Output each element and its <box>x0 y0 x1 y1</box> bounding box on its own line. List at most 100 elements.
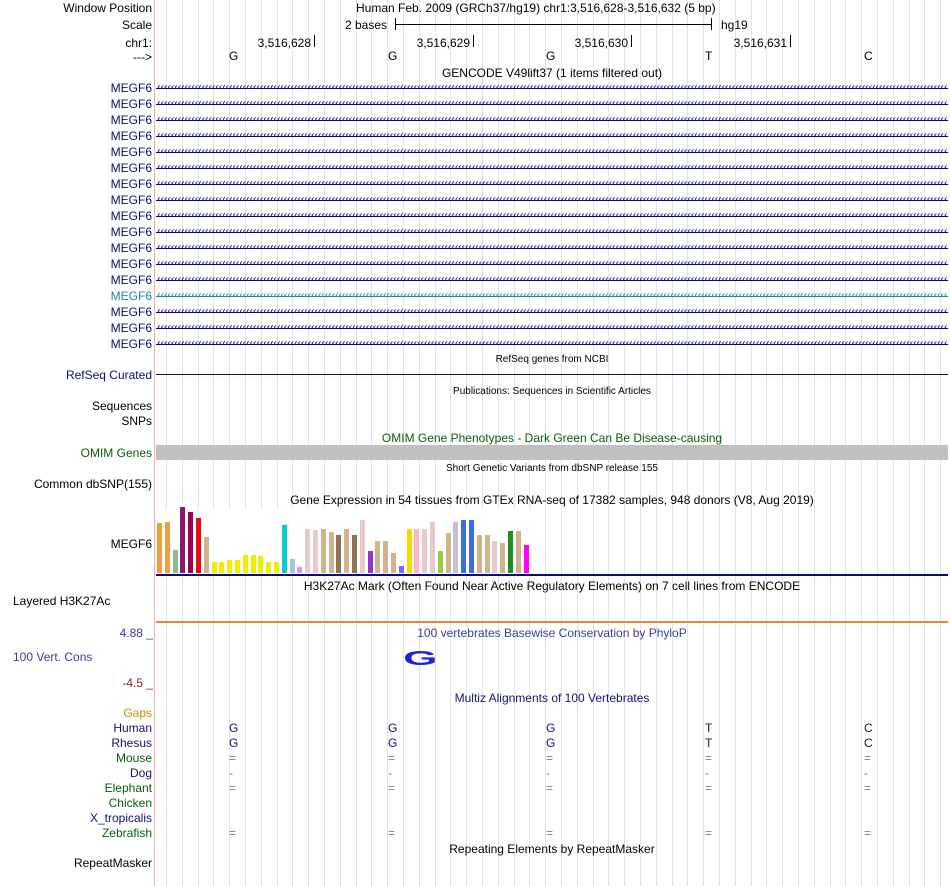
gtex-tissue-bar[interactable] <box>242 555 248 573</box>
gtex-tissue-bar[interactable] <box>157 523 162 573</box>
gtex-tissue-bar[interactable] <box>172 550 178 573</box>
multiz-species-label[interactable]: Zebrafish <box>101 826 152 840</box>
gencode-transcript[interactable]: ‹‹‹‹‹‹‹‹‹‹‹‹‹‹‹‹‹‹‹‹‹‹‹‹‹‹‹‹‹‹‹‹‹‹‹‹‹‹‹‹… <box>156 82 948 93</box>
gtex-label[interactable]: MEGF6 <box>110 537 152 551</box>
gencode-transcript[interactable]: ‹‹‹‹‹‹‹‹‹‹‹‹‹‹‹‹‹‹‹‹‹‹‹‹‹‹‹‹‹‹‹‹‹‹‹‹‹‹‹‹… <box>156 274 948 285</box>
publications-label[interactable]: Sequences <box>91 399 152 413</box>
refseq-label[interactable]: RefSeq Curated <box>65 368 152 382</box>
multiz-species-label[interactable]: Dog <box>129 766 152 780</box>
gtex-tissue-bar[interactable] <box>258 556 264 573</box>
gencode-transcript[interactable]: ‹‹‹‹‹‹‹‹‹‹‹‹‹‹‹‹‹‹‹‹‹‹‹‹‹‹‹‹‹‹‹‹‹‹‹‹‹‹‹‹… <box>156 162 948 173</box>
gtex-tissue-bar[interactable] <box>398 566 404 573</box>
gtex-tissue-bar[interactable] <box>375 541 381 573</box>
gtex-tissue-bar[interactable] <box>469 520 474 573</box>
publications-label[interactable]: SNPs <box>121 414 152 428</box>
gtex-tissue-bar[interactable] <box>476 535 482 573</box>
gencode-gene-label[interactable]: MEGF6 <box>110 305 152 319</box>
gtex-tissue-bar[interactable] <box>422 529 428 573</box>
gtex-tissue-bar[interactable] <box>500 543 506 573</box>
gencode-gene-label[interactable]: MEGF6 <box>110 289 152 303</box>
gtex-tissue-bar[interactable] <box>391 553 396 573</box>
gencode-transcript[interactable]: ‹‹‹‹‹‹‹‹‹‹‹‹‹‹‹‹‹‹‹‹‹‹‹‹‹‹‹‹‹‹‹‹‹‹‹‹‹‹‹‹… <box>156 114 948 125</box>
gencode-transcript[interactable]: ‹‹‹‹‹‹‹‹‹‹‹‹‹‹‹‹‹‹‹‹‹‹‹‹‹‹‹‹‹‹‹‹‹‹‹‹‹‹‹‹… <box>156 226 948 237</box>
multiz-species-label[interactable]: Chicken <box>108 796 152 810</box>
gtex-tissue-bar[interactable] <box>235 560 240 573</box>
gtex-tissue-bar[interactable] <box>203 537 209 573</box>
multiz-species-label[interactable]: Gaps <box>123 706 152 720</box>
conservation-logo[interactable]: G <box>403 648 438 670</box>
gtex-tissue-bar[interactable] <box>328 532 334 573</box>
dbsnp-label[interactable]: Common dbSNP(155) <box>33 477 152 491</box>
gencode-transcript[interactable]: ‹‹‹‹‹‹‹‹‹‹‹‹‹‹‹‹‹‹‹‹‹‹‹‹‹‹‹‹‹‹‹‹‹‹‹‹‹‹‹‹… <box>156 146 948 157</box>
gtex-tissue-bar[interactable] <box>227 560 233 573</box>
gencode-gene-label[interactable]: MEGF6 <box>110 113 152 127</box>
gtex-tissue-bar[interactable] <box>281 525 287 573</box>
gencode-transcript[interactable]: ‹‹‹‹‹‹‹‹‹‹‹‹‹‹‹‹‹‹‹‹‹‹‹‹‹‹‹‹‹‹‹‹‹‹‹‹‹‹‹‹… <box>156 290 948 301</box>
gencode-transcript[interactable]: ‹‹‹‹‹‹‹‹‹‹‹‹‹‹‹‹‹‹‹‹‹‹‹‹‹‹‹‹‹‹‹‹‹‹‹‹‹‹‹‹… <box>156 130 948 141</box>
gencode-gene-label[interactable]: MEGF6 <box>110 129 152 143</box>
multiz-species-label[interactable]: Rhesus <box>111 736 152 750</box>
gencode-gene-label[interactable]: MEGF6 <box>110 161 152 175</box>
gtex-tissue-bar[interactable] <box>211 562 217 573</box>
gtex-tissue-bar[interactable] <box>359 520 365 573</box>
gencode-transcript[interactable]: ‹‹‹‹‹‹‹‹‹‹‹‹‹‹‹‹‹‹‹‹‹‹‹‹‹‹‹‹‹‹‹‹‹‹‹‹‹‹‹‹… <box>156 210 948 221</box>
gtex-tissue-bar[interactable] <box>352 535 357 573</box>
gencode-transcript[interactable]: ‹‹‹‹‹‹‹‹‹‹‹‹‹‹‹‹‹‹‹‹‹‹‹‹‹‹‹‹‹‹‹‹‹‹‹‹‹‹‹‹… <box>156 98 948 109</box>
repeatmasker-label[interactable]: RepeatMasker <box>73 856 152 870</box>
gtex-tissue-bar[interactable] <box>492 541 498 573</box>
gencode-transcript[interactable]: ‹‹‹‹‹‹‹‹‹‹‹‹‹‹‹‹‹‹‹‹‹‹‹‹‹‹‹‹‹‹‹‹‹‹‹‹‹‹‹‹… <box>156 242 948 253</box>
gtex-tissue-bar[interactable] <box>188 512 194 573</box>
gencode-transcript[interactable]: ‹‹‹‹‹‹‹‹‹‹‹‹‹‹‹‹‹‹‹‹‹‹‹‹‹‹‹‹‹‹‹‹‹‹‹‹‹‹‹‹… <box>156 338 948 349</box>
gtex-tissue-bar[interactable] <box>266 562 272 573</box>
gtex-tissue-bar[interactable] <box>523 545 529 573</box>
gtex-tissue-bar[interactable] <box>437 551 443 573</box>
gtex-tissue-bar[interactable] <box>297 567 303 573</box>
gtex-tissue-bar[interactable] <box>430 522 435 573</box>
gencode-gene-label[interactable]: MEGF6 <box>110 209 152 223</box>
gtex-tissue-bar[interactable] <box>250 555 256 573</box>
omim-label[interactable]: OMIM Genes <box>80 446 152 460</box>
gtex-tissue-bar[interactable] <box>453 522 459 573</box>
refseq-line[interactable] <box>156 374 948 375</box>
gencode-transcript[interactable]: ‹‹‹‹‹‹‹‹‹‹‹‹‹‹‹‹‹‹‹‹‹‹‹‹‹‹‹‹‹‹‹‹‹‹‹‹‹‹‹‹… <box>156 258 948 269</box>
gtex-tissue-bar[interactable] <box>515 531 521 573</box>
gencode-gene-label[interactable]: MEGF6 <box>110 337 152 351</box>
gtex-tissue-bar[interactable] <box>219 562 225 573</box>
gtex-tissue-bar[interactable] <box>313 530 318 573</box>
gencode-transcript[interactable]: ‹‹‹‹‹‹‹‹‹‹‹‹‹‹‹‹‹‹‹‹‹‹‹‹‹‹‹‹‹‹‹‹‹‹‹‹‹‹‹‹… <box>156 178 948 189</box>
multiz-species-label[interactable]: Human <box>113 721 152 735</box>
gencode-gene-label[interactable]: MEGF6 <box>110 321 152 335</box>
gencode-transcript[interactable]: ‹‹‹‹‹‹‹‹‹‹‹‹‹‹‹‹‹‹‹‹‹‹‹‹‹‹‹‹‹‹‹‹‹‹‹‹‹‹‹‹… <box>156 322 948 333</box>
multiz-species-label[interactable]: Elephant <box>104 781 152 795</box>
h3k27ac-label[interactable]: Layered H3K27Ac <box>13 594 111 608</box>
gtex-tissue-bar[interactable] <box>180 507 186 573</box>
gtex-tissue-bar[interactable] <box>164 522 170 573</box>
gtex-tissue-bar[interactable] <box>305 529 311 573</box>
gencode-gene-label[interactable]: MEGF6 <box>110 193 152 207</box>
gencode-gene-label[interactable]: MEGF6 <box>110 81 152 95</box>
gtex-tissue-bar[interactable] <box>336 535 342 573</box>
gencode-transcript[interactable]: ‹‹‹‹‹‹‹‹‹‹‹‹‹‹‹‹‹‹‹‹‹‹‹‹‹‹‹‹‹‹‹‹‹‹‹‹‹‹‹‹… <box>156 306 948 317</box>
gtex-tissue-bar[interactable] <box>320 529 326 573</box>
gencode-gene-label[interactable]: MEGF6 <box>110 257 152 271</box>
gtex-tissue-bar[interactable] <box>383 541 389 573</box>
gencode-transcript[interactable]: ‹‹‹‹‹‹‹‹‹‹‹‹‹‹‹‹‹‹‹‹‹‹‹‹‹‹‹‹‹‹‹‹‹‹‹‹‹‹‹‹… <box>156 194 948 205</box>
multiz-species-label[interactable]: X_tropicalis <box>89 811 152 825</box>
gencode-gene-label[interactable]: MEGF6 <box>110 145 152 159</box>
gtex-tissue-bar[interactable] <box>445 533 451 573</box>
omim-bar[interactable] <box>156 445 948 460</box>
gencode-gene-label[interactable]: MEGF6 <box>110 97 152 111</box>
gtex-tissue-bar[interactable] <box>196 518 201 573</box>
gencode-gene-label[interactable]: MEGF6 <box>110 273 152 287</box>
gencode-gene-label[interactable]: MEGF6 <box>110 225 152 239</box>
multiz-species-label[interactable]: Mouse <box>115 751 152 765</box>
gtex-tissue-bar[interactable] <box>484 535 490 573</box>
gtex-tissue-bar[interactable] <box>508 531 513 573</box>
gtex-tissue-bar[interactable] <box>406 529 412 573</box>
gencode-gene-label[interactable]: MEGF6 <box>110 241 152 255</box>
gtex-tissue-bar[interactable] <box>344 529 350 573</box>
gtex-tissue-bar[interactable] <box>414 529 420 573</box>
h3k27ac-line[interactable] <box>156 621 948 623</box>
conservation-label[interactable]: 100 Vert. Cons <box>13 650 93 664</box>
gtex-tissue-bar[interactable] <box>461 520 467 573</box>
